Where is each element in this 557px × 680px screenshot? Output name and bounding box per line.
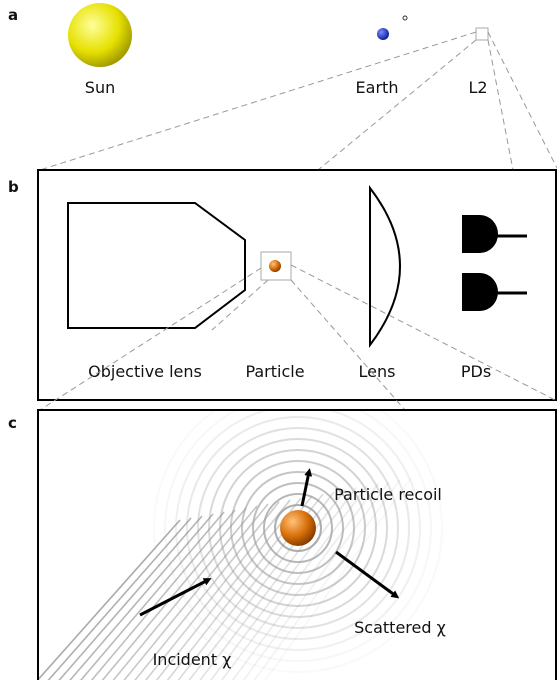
photodiode: [462, 215, 498, 253]
moon: [403, 16, 407, 20]
panel-label: a: [8, 6, 18, 24]
l2-box: [476, 28, 488, 40]
pds-label: PDs: [461, 362, 491, 381]
panel-label: c: [8, 414, 17, 432]
incident-label: Incident χ: [153, 650, 232, 669]
particle-label: Particle: [245, 362, 304, 381]
recoil-label: Particle recoil: [334, 485, 442, 504]
earth-label: Earth: [356, 78, 399, 97]
particle: [269, 260, 281, 272]
lens: [370, 188, 400, 345]
particle: [280, 510, 316, 546]
objective-lens: [68, 203, 245, 328]
panel-label: b: [8, 178, 19, 196]
objective-lens-label: Objective lens: [88, 362, 202, 381]
scattered-label: Scattered χ: [354, 618, 446, 637]
l2-label: L2: [468, 78, 487, 97]
sun-label: Sun: [85, 78, 115, 97]
photodiode: [462, 273, 498, 311]
sun: [68, 3, 132, 67]
figure: a Sun Earth L2 b Objective lens Particle…: [0, 0, 557, 680]
earth: [377, 28, 389, 40]
